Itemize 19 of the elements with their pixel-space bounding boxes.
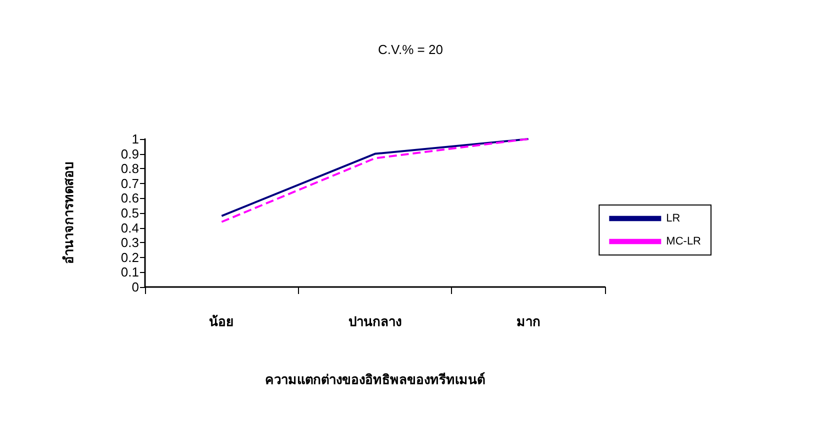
chart-title: C.V.% = 20 [378, 42, 443, 57]
y-axis-title: อำนาจการทดสอบ [61, 162, 76, 264]
y-tick-label: 1 [132, 132, 139, 146]
y-tick-label: 0.9 [120, 146, 139, 162]
y-tick-label: 0.1 [120, 264, 139, 280]
x-tick-label: มาก [516, 314, 540, 329]
x-tick-label: ปานกลาง [348, 314, 402, 329]
y-tick-label: 0.2 [120, 250, 139, 265]
y-tick-label: 0 [132, 280, 139, 294]
legend-label: LR [666, 212, 680, 224]
legend-label: MC-LR [666, 236, 702, 248]
y-tick-label: 0.6 [120, 190, 139, 206]
x-axis-title: ความแตกต่างของอิทธิพลของทรีทเมนต์ [265, 372, 485, 387]
x-tick-label: น้อย [209, 314, 234, 329]
y-tick-label: 0.4 [120, 220, 139, 236]
y-tick-label: 0.3 [120, 235, 139, 250]
y-tick-label: 0.5 [120, 206, 139, 220]
y-tick-label: 0.8 [120, 161, 139, 176]
y-tick-label: 0.7 [120, 176, 139, 191]
